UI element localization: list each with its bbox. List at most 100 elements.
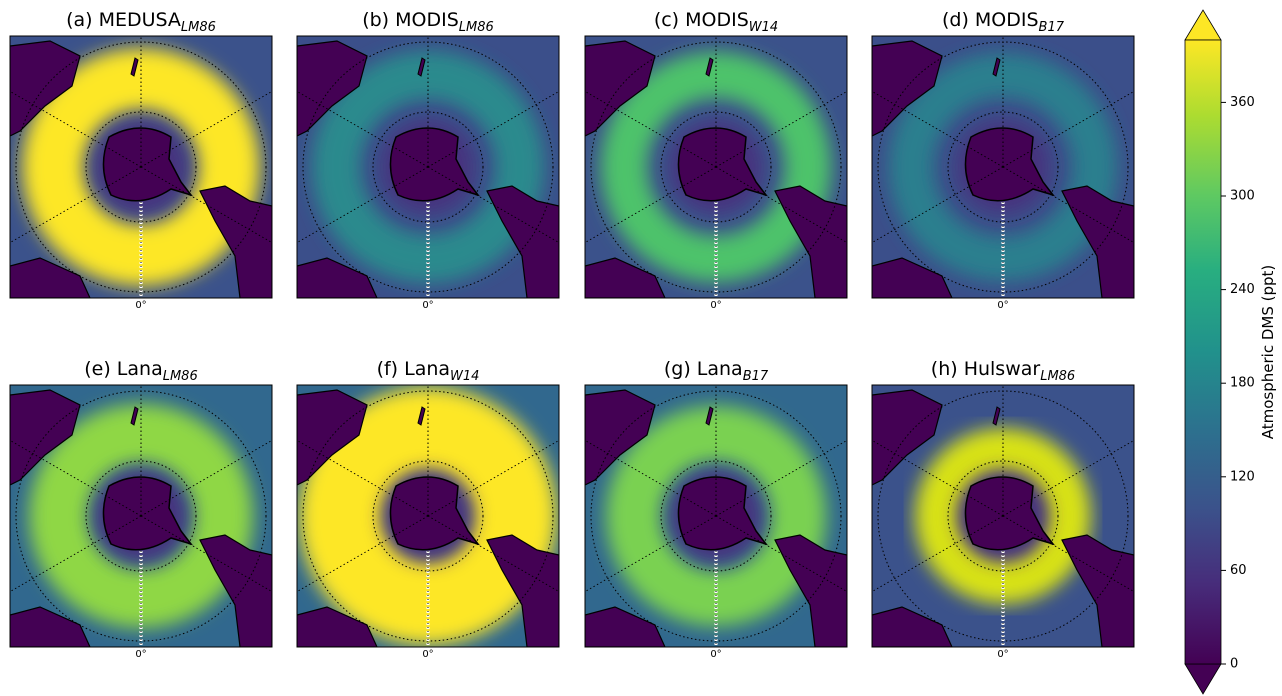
- title-sub: B17: [743, 369, 769, 384]
- antarctica: [677, 476, 769, 551]
- title-sub: W14: [749, 20, 778, 35]
- graticule-circle: [660, 111, 772, 223]
- land-right: [199, 185, 272, 298]
- colorbar-tick-label: 180: [1230, 376, 1255, 391]
- graticule-circle: [372, 460, 484, 572]
- title-sub: B17: [1039, 20, 1065, 35]
- map-body: [872, 36, 1134, 298]
- title-main: (d) MODIS: [942, 9, 1039, 31]
- graticule-meridian: [872, 166, 1004, 244]
- panel-title: (h) HulswarLM86: [931, 358, 1075, 384]
- graticule-meridian: [1002, 439, 1134, 517]
- land-right: [486, 534, 559, 647]
- map-panel: 0° (a) MEDUSALM86: [9, 9, 273, 311]
- colorbar: [1184, 39, 1222, 665]
- graticule-circle: [372, 111, 484, 223]
- graticule-meridian: [872, 515, 1004, 593]
- graticule-meridian: [10, 515, 142, 593]
- dms-ring: [606, 406, 826, 626]
- graticule-meridian: [297, 90, 429, 168]
- land-bottom-left: [585, 257, 666, 298]
- graticule-meridian: [715, 90, 847, 168]
- land-bottom-left: [872, 606, 953, 647]
- map-body: [585, 36, 847, 298]
- title-sub: W14: [450, 369, 479, 384]
- map-body: [297, 36, 559, 298]
- graticule-meridian: [427, 515, 559, 593]
- dms-ring: [29, 404, 253, 628]
- colorbar-tick-label: 0: [1230, 657, 1238, 672]
- panel-title: (d) MODISB17: [942, 9, 1065, 35]
- new-zealand: [992, 57, 1001, 77]
- title-main: (f) Lana: [377, 358, 450, 380]
- antarctica: [102, 476, 194, 551]
- colorbar-tick-label: 360: [1230, 95, 1255, 110]
- new-zealand: [705, 406, 714, 426]
- panel-frame: [584, 35, 848, 299]
- title-main: (g) Lana: [664, 358, 743, 380]
- title-main: (h) Hulswar: [931, 358, 1041, 380]
- graticule-meridian: [140, 439, 272, 517]
- map-body: [872, 385, 1134, 647]
- title-sub: LM86: [459, 20, 494, 35]
- graticule-meridian: [10, 166, 142, 244]
- land-bottom-left: [297, 257, 378, 298]
- graticule-meridian: [872, 439, 1004, 517]
- graticule-meridian: [715, 439, 847, 517]
- lon-label: 0°: [997, 649, 1008, 660]
- antarctica: [102, 127, 194, 202]
- land-bottom-left: [10, 257, 91, 298]
- graticule-meridian: [140, 515, 272, 593]
- panel-frame: [296, 384, 560, 648]
- land-right: [1061, 534, 1134, 647]
- graticule-meridian: [10, 90, 142, 168]
- graticule-meridian: [297, 439, 429, 517]
- colorbar-arrow-bottom: [1184, 663, 1222, 695]
- graticule-meridian: [140, 166, 272, 244]
- title-main: (a) MEDUSA: [66, 9, 181, 31]
- new-zealand: [130, 57, 139, 77]
- lon-label: 0°: [997, 300, 1008, 311]
- land-bottom-left: [297, 606, 378, 647]
- map-panel: 0° (g) LanaB17: [584, 358, 848, 660]
- dms-ring: [915, 428, 1091, 604]
- map-panel: 0° (e) LanaLM86: [9, 358, 273, 660]
- graticule-meridian: [872, 90, 1004, 168]
- land-top-left: [872, 389, 943, 486]
- map-panel: 0° (c) MODISW14: [584, 9, 848, 311]
- lon-label: 0°: [710, 649, 721, 660]
- map-body: [297, 385, 559, 647]
- graticule-meridian: [427, 90, 559, 168]
- graticule-meridian: [585, 515, 717, 593]
- colorbar-tick-label: 240: [1230, 282, 1255, 297]
- map-panel: 0° (b) MODISLM86: [296, 9, 560, 311]
- graticule-meridian: [1002, 166, 1134, 244]
- new-zealand: [417, 57, 426, 77]
- panel-title: (e) LanaLM86: [84, 358, 197, 384]
- graticule-circle: [85, 111, 197, 223]
- land-right: [199, 534, 272, 647]
- lon-label: 0°: [422, 649, 433, 660]
- land-right: [774, 185, 847, 298]
- graticule-meridian: [10, 439, 142, 517]
- graticule-meridian: [715, 166, 847, 244]
- title-main: (b) MODIS: [362, 9, 459, 31]
- title-sub: LM86: [163, 369, 198, 384]
- graticule-circle: [947, 111, 1059, 223]
- colorbar-tick-label: 60: [1230, 563, 1247, 578]
- antarctica: [677, 127, 769, 202]
- antarctica: [389, 127, 481, 202]
- panel-frame: [871, 35, 1135, 299]
- panel-title: (c) MODISW14: [654, 9, 778, 35]
- colorbar-tick-label: 300: [1230, 189, 1255, 204]
- panel-frame: [9, 35, 273, 299]
- colorbar-arrow-top: [1184, 9, 1222, 41]
- map-panel: 0° (f) LanaW14: [296, 358, 560, 660]
- land-top-left: [297, 389, 368, 486]
- land-bottom-left: [872, 257, 953, 298]
- title-sub: LM86: [1040, 369, 1075, 384]
- panel-frame: [871, 384, 1135, 648]
- new-zealand: [417, 406, 426, 426]
- panel-title: (b) MODISLM86: [362, 9, 494, 35]
